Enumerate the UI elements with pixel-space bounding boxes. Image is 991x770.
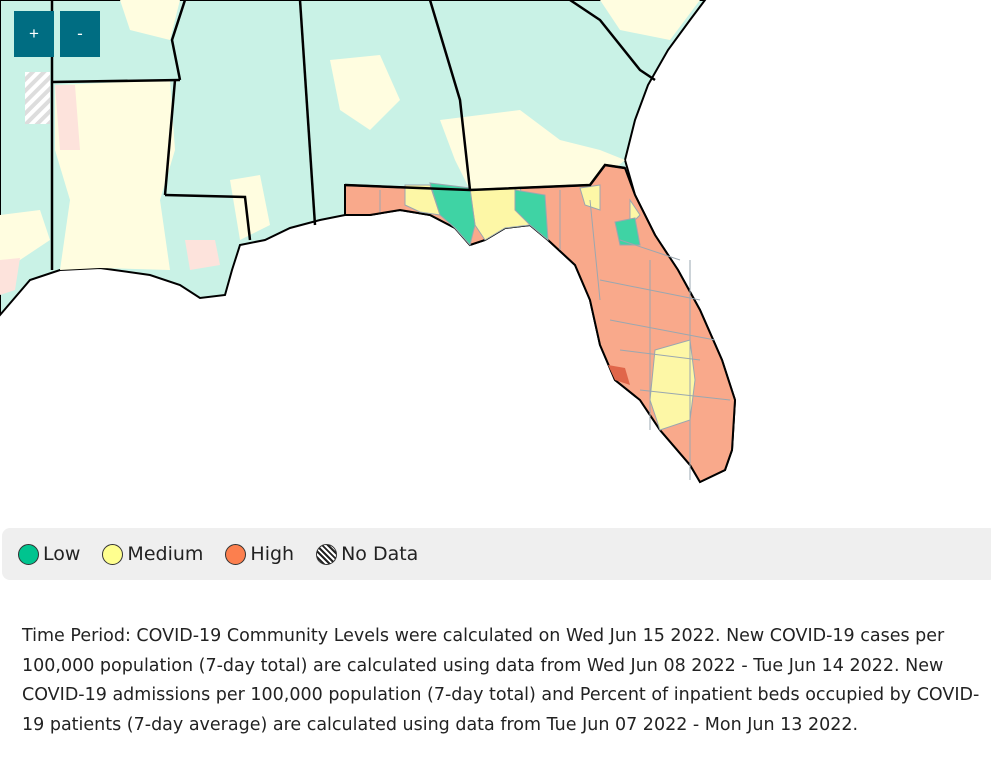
map[interactable]: + - (0, 0, 991, 520)
county-lines (379, 190, 731, 480)
zoom-out-button[interactable]: - (60, 11, 100, 57)
legend-label: Medium (127, 543, 204, 565)
county-dark-high (608, 365, 630, 385)
hatched-circle-icon (316, 543, 338, 565)
legend-item-high: High (225, 543, 294, 565)
no-data-counties (25, 72, 50, 124)
legend-label: No Data (341, 543, 419, 565)
zoom-in-button[interactable]: + (14, 11, 54, 57)
florida-low-counties (429, 182, 641, 247)
medium-circle-icon (102, 543, 124, 565)
high-counties-faded (0, 85, 220, 295)
legend-item-low: Low (18, 543, 80, 565)
time-period-description: Time Period: COVID-19 Community Levels w… (22, 626, 980, 735)
map-canvas[interactable] (0, 0, 991, 520)
high-circle-icon (225, 543, 247, 565)
medium-counties-faded (0, 0, 700, 270)
legend-item-medium: Medium (102, 543, 203, 565)
low-circle-icon (18, 543, 39, 565)
legend-item-no-data: No Data (316, 543, 418, 565)
legend: Low Medium High No Data (2, 528, 991, 580)
legend-label: High (250, 543, 295, 565)
legend-label: Low (43, 543, 81, 565)
